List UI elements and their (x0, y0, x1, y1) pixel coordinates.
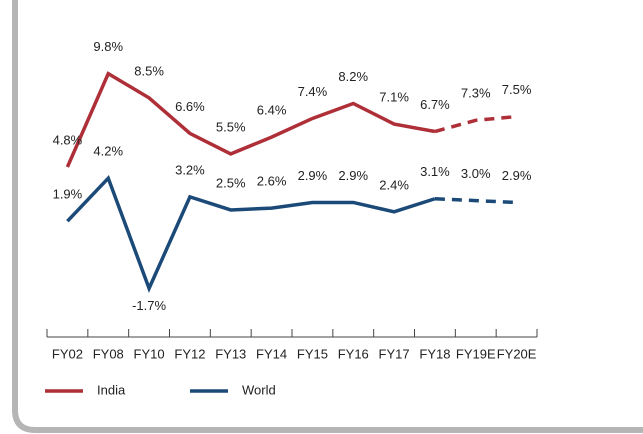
data-label: 9.8% (93, 39, 123, 54)
data-label: 7.1% (379, 89, 409, 104)
data-label: 2.5% (216, 175, 246, 190)
legend-label: World (242, 382, 276, 397)
data-label: 2.6% (257, 174, 287, 189)
x-tick-label: FY13 (215, 346, 246, 361)
series-line (65, 71, 436, 168)
x-tick-label: FY19E (456, 346, 496, 361)
x-tick-label: FY20E (497, 346, 537, 361)
data-label: 7.4% (298, 84, 328, 99)
series-line (66, 174, 436, 294)
card-border (12, 0, 643, 433)
forecast-line (434, 196, 517, 205)
data-label: 8.2% (338, 69, 368, 84)
data-label: 7.3% (461, 86, 491, 101)
x-tick-label: FY15 (297, 346, 328, 361)
x-tick-label: FY16 (338, 346, 369, 361)
data-label: 3.1% (420, 164, 450, 179)
x-tick-label: FY08 (93, 346, 124, 361)
data-label: 6.6% (175, 99, 205, 114)
x-tick-label: FY12 (174, 346, 205, 361)
data-label: 6.7% (420, 97, 450, 112)
data-label: 4.8% (53, 132, 83, 147)
data-label: 6.4% (257, 103, 287, 118)
data-label: 2.9% (502, 168, 532, 183)
x-tick-label: FY02 (52, 346, 83, 361)
x-tick-label: FY10 (134, 346, 165, 361)
data-label: 3.0% (461, 166, 491, 181)
data-label: 8.5% (134, 63, 164, 78)
x-tick-label: FY14 (256, 346, 287, 361)
legend-label: India (97, 382, 126, 397)
x-tick-label: FY17 (379, 346, 410, 361)
data-label: 4.2% (93, 144, 123, 159)
data-label: 3.2% (175, 162, 205, 177)
data-label: -1.7% (132, 298, 166, 313)
data-label: 1.9% (53, 187, 83, 202)
data-label: 2.9% (338, 168, 368, 183)
data-label: 7.5% (502, 82, 532, 97)
forecast-line (434, 114, 517, 134)
x-tick-label: FY18 (419, 346, 450, 361)
data-label: 2.4% (379, 177, 409, 192)
data-label: 2.9% (298, 168, 328, 183)
data-label: 5.5% (216, 119, 246, 134)
